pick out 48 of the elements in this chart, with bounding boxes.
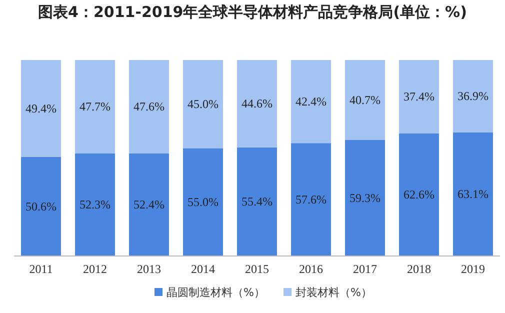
- x-tick-label: 2016: [299, 262, 323, 276]
- data-label: 36.9%: [458, 89, 488, 104]
- data-label: 44.6%: [242, 96, 272, 111]
- bar: 57.6%: [291, 143, 331, 256]
- data-label: 57.6%: [296, 192, 326, 207]
- bar: 37.4%: [399, 60, 439, 134]
- data-label: 50.6%: [26, 199, 56, 214]
- x-tick-label: 2018: [407, 262, 431, 276]
- bar: 45.0%: [183, 60, 223, 148]
- data-label: 45.0%: [188, 97, 218, 112]
- data-label: 37.4%: [404, 90, 434, 104]
- data-label: 63.1%: [458, 187, 488, 202]
- data-label: 55.0%: [188, 195, 218, 210]
- x-tick-label: 2012: [83, 262, 107, 276]
- bar: 36.9%: [453, 60, 493, 132]
- data-label: 59.3%: [350, 190, 380, 205]
- bar: 52.3%: [75, 154, 115, 256]
- x-tick-label: 2011: [29, 262, 53, 276]
- data-label: 47.7%: [80, 100, 110, 114]
- data-label: 42.4%: [296, 94, 326, 109]
- bar: 59.3%: [345, 140, 385, 256]
- bar: 52.4%: [129, 153, 169, 256]
- legend-label: 晶圆制造材料（%）: [166, 286, 265, 299]
- bar: 55.0%: [183, 148, 223, 256]
- data-label: 47.6%: [134, 100, 164, 114]
- bar: 62.6%: [399, 133, 439, 256]
- bar: 44.6%: [237, 60, 277, 148]
- chart-title: 图表4：2011-2019年全球半导体材料产品竞争格局(单位：%): [37, 3, 468, 21]
- data-label: 40.7%: [350, 92, 380, 107]
- bar: 63.1%: [453, 132, 493, 256]
- bar: 42.4%: [291, 60, 331, 144]
- x-tick-label: 2014: [191, 262, 215, 276]
- x-tick-label: 2015: [245, 262, 269, 276]
- x-tick-label: 2017: [353, 262, 377, 276]
- bar: 47.6%: [129, 60, 169, 154]
- data-label: 52.3%: [80, 198, 110, 212]
- bar: 55.4%: [237, 147, 277, 256]
- bar: 40.7%: [345, 60, 385, 140]
- data-label: 62.6%: [404, 188, 434, 202]
- legend-label: 封装材料（%）: [296, 286, 372, 299]
- bar: 47.7%: [75, 60, 115, 154]
- data-label: 52.4%: [134, 198, 164, 212]
- x-tick-label: 2019: [461, 262, 485, 276]
- x-tick-label: 2013: [137, 262, 161, 276]
- bar: 49.4%: [21, 60, 61, 157]
- data-label: 49.4%: [26, 101, 56, 116]
- data-label: 55.4%: [242, 194, 272, 209]
- bar: 50.6%: [21, 156, 61, 256]
